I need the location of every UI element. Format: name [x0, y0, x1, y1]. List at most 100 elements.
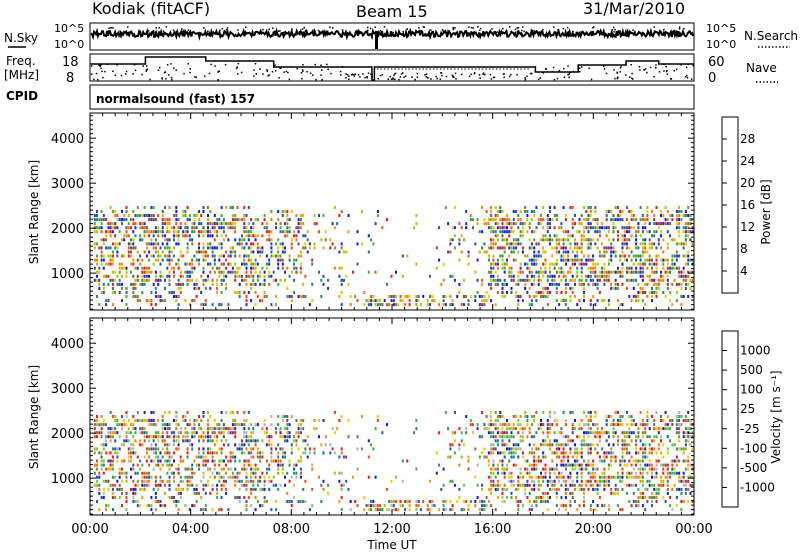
nave-point	[345, 77, 347, 79]
velocity-cell	[161, 431, 164, 435]
power-cell	[123, 266, 126, 270]
power-cell	[569, 270, 572, 274]
power-cell	[569, 242, 572, 246]
velocity-cell	[175, 500, 178, 503]
power-cell	[567, 230, 570, 234]
velocity-cell	[614, 459, 617, 463]
velocity-cell	[648, 496, 651, 499]
velocity-cell	[372, 504, 375, 508]
velocity-cell	[549, 423, 551, 427]
nave-point	[427, 77, 429, 79]
power-cell	[662, 274, 665, 278]
velocity-cell	[648, 443, 651, 447]
velocity-cell	[121, 487, 123, 491]
power-cell	[127, 246, 130, 250]
power-cell	[481, 282, 484, 286]
velocity-cell	[125, 500, 128, 503]
power-cell	[195, 258, 198, 262]
power-cell	[231, 214, 234, 217]
power-cell	[229, 262, 232, 266]
power-cell	[408, 299, 411, 303]
power-cell	[429, 274, 431, 278]
velocity-cell	[691, 500, 694, 503]
velocity-cell	[277, 455, 280, 459]
power-cell	[175, 218, 178, 222]
power-cell	[496, 214, 499, 217]
power-cell	[512, 218, 515, 222]
power-cell	[553, 274, 556, 278]
velocity-cell	[245, 467, 248, 471]
velocity-cell	[560, 496, 563, 499]
velocity-cell	[549, 475, 551, 479]
power-cell	[116, 250, 119, 254]
velocity-cell	[596, 483, 599, 487]
velocity-cell	[621, 451, 624, 455]
power-cell	[496, 226, 499, 230]
power-cell	[111, 210, 114, 213]
power-cell	[621, 274, 624, 278]
velocity-cell	[320, 443, 323, 447]
velocity-cell	[453, 451, 456, 455]
velocity-cell	[635, 504, 638, 508]
velocity-cell	[508, 475, 511, 479]
nave-point	[453, 76, 455, 78]
power-cell	[580, 246, 583, 250]
power-cell	[188, 238, 191, 242]
velocity-cell	[639, 423, 642, 427]
power-cell	[549, 238, 551, 242]
power-cell	[175, 299, 178, 303]
velocity-cell	[517, 423, 520, 427]
power-cell	[415, 295, 418, 298]
power-cell	[526, 230, 529, 234]
velocity-cell	[490, 423, 493, 427]
power-cell	[648, 230, 651, 234]
velocity-cell	[247, 479, 250, 483]
velocity-cell	[216, 483, 219, 487]
velocity-cell	[265, 500, 268, 503]
power-cell	[213, 270, 216, 274]
nave-point	[348, 78, 350, 80]
power-cell	[490, 262, 493, 266]
velocity-cell	[544, 500, 547, 503]
power-cell	[154, 270, 157, 274]
velocity-cell	[222, 443, 225, 447]
power-cell	[580, 214, 583, 217]
power-cell	[576, 274, 579, 278]
power-cell	[354, 295, 357, 298]
noise-point	[678, 26, 681, 28]
velocity-cell	[175, 411, 178, 414]
velocity-cell	[564, 435, 567, 439]
velocity-cell	[619, 479, 622, 483]
velocity-cell	[587, 459, 590, 463]
velocity-cell	[132, 447, 135, 451]
nave-point	[658, 71, 661, 73]
velocity-cell	[220, 439, 223, 443]
power-cell	[293, 262, 296, 266]
velocity-cell	[204, 508, 207, 512]
velocity-cell	[168, 463, 171, 467]
velocity-cell	[508, 427, 511, 431]
velocity-cell	[211, 439, 214, 443]
nave-point	[362, 73, 364, 75]
power-cell	[220, 270, 223, 274]
power-cell	[644, 246, 647, 250]
power-cell	[555, 262, 558, 266]
velocity-cell	[145, 483, 148, 487]
velocity-cell	[657, 483, 660, 487]
power-cell	[666, 218, 669, 222]
power-cell	[607, 238, 610, 242]
power-cell	[453, 206, 456, 209]
velocity-cell	[211, 487, 214, 491]
velocity-cell	[102, 496, 105, 499]
power-cell	[247, 222, 250, 226]
power-cell	[664, 295, 667, 298]
power-cell	[444, 206, 447, 209]
noise-point	[374, 26, 376, 28]
power-cell	[510, 266, 513, 270]
power-cell	[250, 226, 253, 230]
velocity-cell	[515, 427, 518, 431]
velocity-cell	[184, 467, 187, 471]
power-cell	[168, 270, 171, 274]
velocity-cell	[198, 467, 200, 471]
power-cell	[261, 299, 264, 303]
